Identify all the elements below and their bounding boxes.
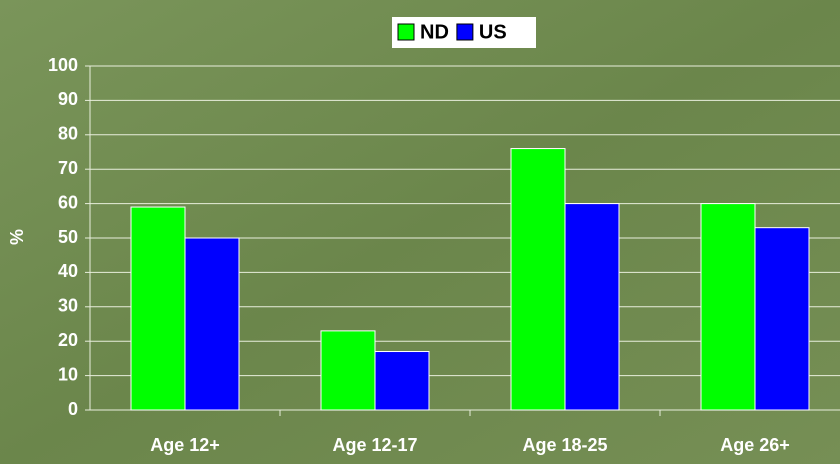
bar [130,206,186,411]
y-axis-label: % [7,229,27,245]
y-tick-label: 90 [58,89,78,109]
x-tick-label: Age 12+ [150,435,220,455]
y-tick-label: 10 [58,364,78,384]
y-tick-label: 20 [58,330,78,350]
y-tick-label: 100 [48,55,78,75]
legend-swatch [456,23,474,41]
bar [510,148,566,411]
x-tick-label: Age 18-25 [522,435,607,455]
bar [700,203,756,411]
bar [564,203,620,411]
x-tick-label: Age 26+ [720,435,790,455]
y-tick-label: 40 [58,261,78,281]
y-tick-label: 50 [58,227,78,247]
bar [184,237,240,411]
legend-swatch [397,23,415,41]
y-tick-label: 0 [68,399,78,419]
x-tick-label: Age 12-17 [332,435,417,455]
y-tick-label: 70 [58,158,78,178]
y-tick-label: 60 [58,192,78,212]
legend-label: US [479,21,507,43]
bar [374,351,430,411]
legend-label: ND [420,21,449,43]
y-tick-label: 80 [58,124,78,144]
y-tick-label: 30 [58,296,78,316]
bar [754,227,810,411]
bar [320,330,376,411]
